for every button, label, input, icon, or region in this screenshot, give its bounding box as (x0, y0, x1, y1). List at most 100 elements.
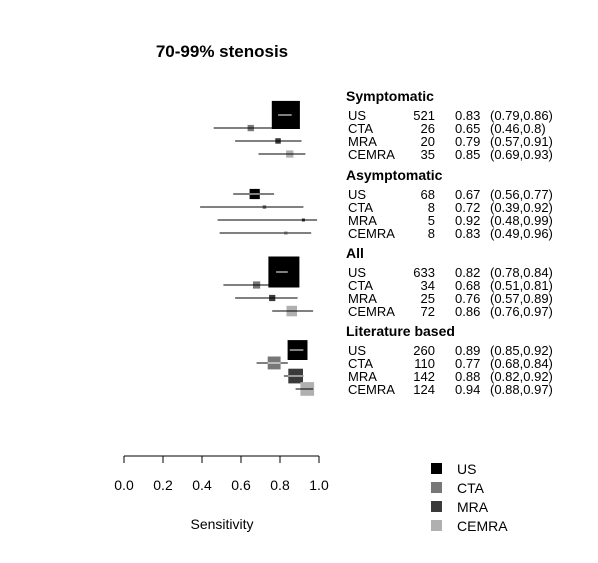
method-label: CEMRA (348, 304, 395, 319)
forest-row: CTA 26 0.65 (0.46,0.8) (213, 121, 546, 136)
ci-range: (0.88,0.97) (490, 382, 553, 397)
method-label: US (348, 187, 366, 202)
forest-row: MRA 25 0.76 (0.57,0.89) (235, 291, 553, 306)
ci-range: (0.49,0.96) (490, 226, 553, 241)
legend-label: CTA (457, 480, 485, 496)
sample-size: 8 (428, 226, 435, 241)
estimate-value: 0.77 (455, 356, 480, 371)
estimate-value: 0.94 (455, 382, 480, 397)
estimate-value: 0.83 (455, 226, 480, 241)
ci-range: (0.85,0.92) (490, 343, 553, 358)
x-tick-label: 0.6 (231, 477, 251, 493)
forest-row: MRA 5 0.92 (0.48,0.99) (217, 213, 553, 228)
method-label: MRA (348, 213, 377, 228)
legend: US CTA MRA CEMRA (431, 461, 508, 534)
group-label: Symptomatic (346, 88, 434, 104)
group-literature-based: Literature based US 260 0.89 (0.85,0.92) CTA 1… (256, 323, 553, 397)
legend-item: US (431, 461, 476, 477)
group-symptomatic: Symptomatic US 521 0.83 (0.79,0.86) CTA 26 0.65… (213, 88, 553, 162)
forest-row: CEMRA 8 0.83 (0.49,0.96) (219, 226, 553, 241)
method-label: CEMRA (348, 382, 395, 397)
method-label: MRA (348, 134, 377, 149)
forest-row: CTA 110 0.77 (0.68,0.84) (256, 356, 553, 371)
estimate-value: 0.83 (455, 108, 480, 123)
group-asymptomatic: Asymptomatic US 68 0.67 (0.56,0.77) CTA 8 0.72 (… (200, 167, 553, 241)
method-label: CEMRA (348, 226, 395, 241)
forest-row: MRA 20 0.79 (0.57,0.91) (235, 134, 553, 149)
estimate-value: 0.82 (455, 265, 480, 280)
x-tick-label: 0.4 (192, 477, 212, 493)
legend-swatch (431, 463, 442, 474)
sample-size: 25 (421, 291, 435, 306)
ci-range: (0.82,0.92) (490, 369, 553, 384)
sample-size: 124 (413, 382, 435, 397)
legend-item: CEMRA (431, 518, 508, 534)
sample-size: 8 (428, 200, 435, 215)
estimate-value: 0.65 (455, 121, 480, 136)
sample-size: 260 (413, 343, 435, 358)
method-label: US (348, 265, 366, 280)
chart-title: 70-99% stenosis (156, 42, 288, 61)
sample-size: 26 (421, 121, 435, 136)
ci-range: (0.56,0.77) (490, 187, 553, 202)
estimate-value: 0.89 (455, 343, 480, 358)
legend-item: CTA (431, 480, 485, 496)
sample-size: 34 (421, 278, 435, 293)
ci-range: (0.68,0.84) (490, 356, 553, 371)
legend-label: CEMRA (457, 518, 508, 534)
ci-range: (0.39,0.92) (490, 200, 553, 215)
forest-row: MRA 142 0.88 (0.82,0.92) (283, 368, 553, 384)
group-label: All (346, 245, 364, 261)
legend-swatch (431, 482, 442, 493)
method-label: US (348, 108, 366, 123)
sample-size: 110 (414, 356, 435, 371)
forest-row: CEMRA 124 0.94 (0.88,0.97) (295, 382, 553, 397)
forest-row: CEMRA 72 0.86 (0.76,0.97) (272, 304, 553, 319)
method-label: CTA (348, 356, 373, 371)
sample-size: 521 (413, 108, 435, 123)
x-tick-label: 0.8 (270, 477, 290, 493)
estimate-value: 0.88 (455, 369, 480, 384)
method-label: US (348, 343, 366, 358)
sample-size: 5 (428, 213, 435, 228)
legend-swatch (431, 520, 442, 531)
forest-rows: Symptomatic US 521 0.83 (0.79,0.86) CTA 26 0.65… (200, 88, 553, 397)
method-label: CTA (348, 121, 373, 136)
estimate-value: 0.67 (455, 187, 480, 202)
forest-row: US 521 0.83 (0.79,0.86) (271, 100, 553, 129)
method-label: CTA (348, 278, 373, 293)
ci-range: (0.76,0.97) (490, 304, 553, 319)
method-label: CEMRA (348, 147, 395, 162)
x-tick-label: 0.0 (114, 477, 134, 493)
group-label: Literature based (346, 323, 455, 339)
legend-item: MRA (431, 499, 489, 515)
forest-row: US 633 0.82 (0.78,0.84) (268, 256, 553, 288)
estimate-value: 0.72 (455, 200, 480, 215)
legend-swatch (431, 501, 442, 512)
sample-size: 35 (421, 147, 435, 162)
x-axis: 0.0 0.2 0.4 0.6 0.8 1.0 (114, 455, 329, 493)
ci-range: (0.46,0.8) (490, 121, 546, 136)
ci-range: (0.57,0.89) (490, 291, 553, 306)
x-tick-label: 0.2 (153, 477, 173, 493)
ci-range: (0.78,0.84) (490, 265, 553, 280)
forest-row: US 68 0.67 (0.56,0.77) (233, 187, 553, 202)
forest-row: CTA 34 0.68 (0.51,0.81) (223, 278, 553, 293)
forest-row: CTA 8 0.72 (0.39,0.92) (200, 200, 553, 215)
legend-label: US (457, 461, 476, 477)
sample-size: 20 (421, 134, 435, 149)
group-label: Asymptomatic (346, 167, 443, 183)
ci-range: (0.51,0.81) (490, 278, 553, 293)
forest-row: CEMRA 35 0.85 (0.69,0.93) (258, 147, 553, 162)
ci-range: (0.48,0.99) (490, 213, 553, 228)
group-all: All US 633 0.82 (0.78,0.84) CTA 34 0.68 (0.51,0.… (223, 245, 553, 319)
sample-size: 68 (421, 187, 435, 202)
estimate-value: 0.86 (455, 304, 480, 319)
method-label: MRA (348, 369, 377, 384)
sample-size: 72 (421, 304, 435, 319)
ci-range: (0.79,0.86) (490, 108, 553, 123)
sample-size: 633 (413, 265, 435, 280)
method-label: MRA (348, 291, 377, 306)
sample-size: 142 (413, 369, 435, 384)
